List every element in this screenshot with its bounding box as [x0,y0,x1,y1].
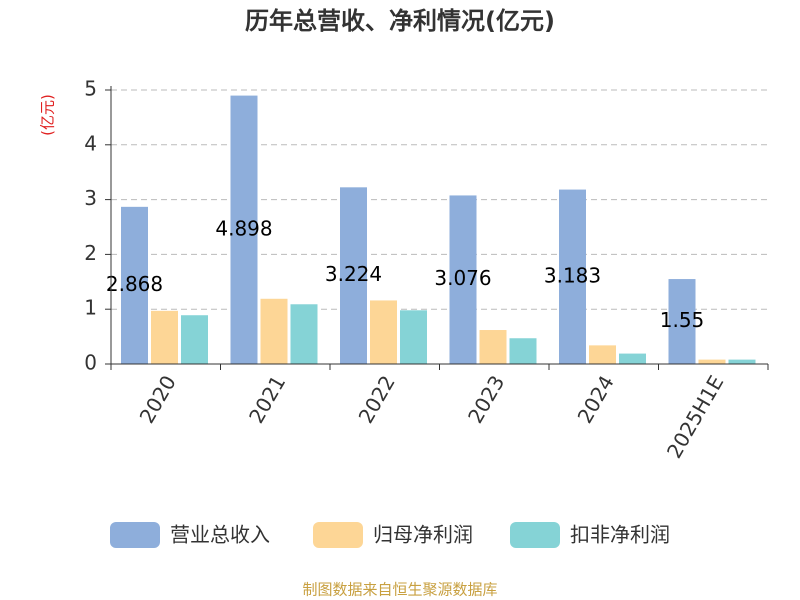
legend-label: 营业总收入 [170,523,270,547]
bar [230,95,258,364]
legend-swatch [313,522,363,548]
y-tick-label: 5 [84,77,97,101]
legend-label: 归母净利润 [373,523,473,547]
bar [260,298,288,364]
bar [559,189,586,364]
bar [589,345,616,364]
y-axis-label: (亿元) [39,94,57,136]
bar [509,338,537,364]
x-tick-label: 2020 [135,371,181,427]
bar [479,330,507,364]
y-tick-label: 4 [84,131,97,155]
x-tick-label: 2021 [244,371,290,427]
bar [151,310,178,364]
bar [370,300,397,364]
bar [619,353,646,364]
bar [698,359,726,364]
bar [449,195,477,364]
value-label: 3.076 [434,266,491,290]
value-label: 4.898 [215,216,272,240]
value-label: 1.55 [660,308,705,332]
y-tick-label: 2 [84,241,97,265]
bar [668,279,696,364]
bar [121,206,148,364]
bar [340,187,367,364]
chart-title: 历年总营收、净利情况(亿元) [245,7,555,35]
value-label: 3.183 [544,263,601,287]
legend-swatch [110,522,160,548]
y-tick-label: 1 [84,296,97,320]
x-tick-label: 2025H1E [662,371,728,462]
bar [290,304,318,364]
x-tick-label: 2024 [573,371,619,427]
legend-label: 扣非净利润 [570,523,670,547]
value-label: 3.224 [325,262,382,286]
x-tick-label: 2023 [463,371,509,427]
x-tick-label: 2022 [354,371,400,427]
bar [728,359,756,364]
legend-swatch [510,522,560,548]
bar [400,310,427,364]
value-label: 2.868 [106,272,163,296]
bar [181,315,208,364]
y-tick-label: 3 [84,186,97,210]
y-tick-label: 0 [84,351,97,375]
source-note: 制图数据来自恒生聚源数据库 [302,581,497,599]
